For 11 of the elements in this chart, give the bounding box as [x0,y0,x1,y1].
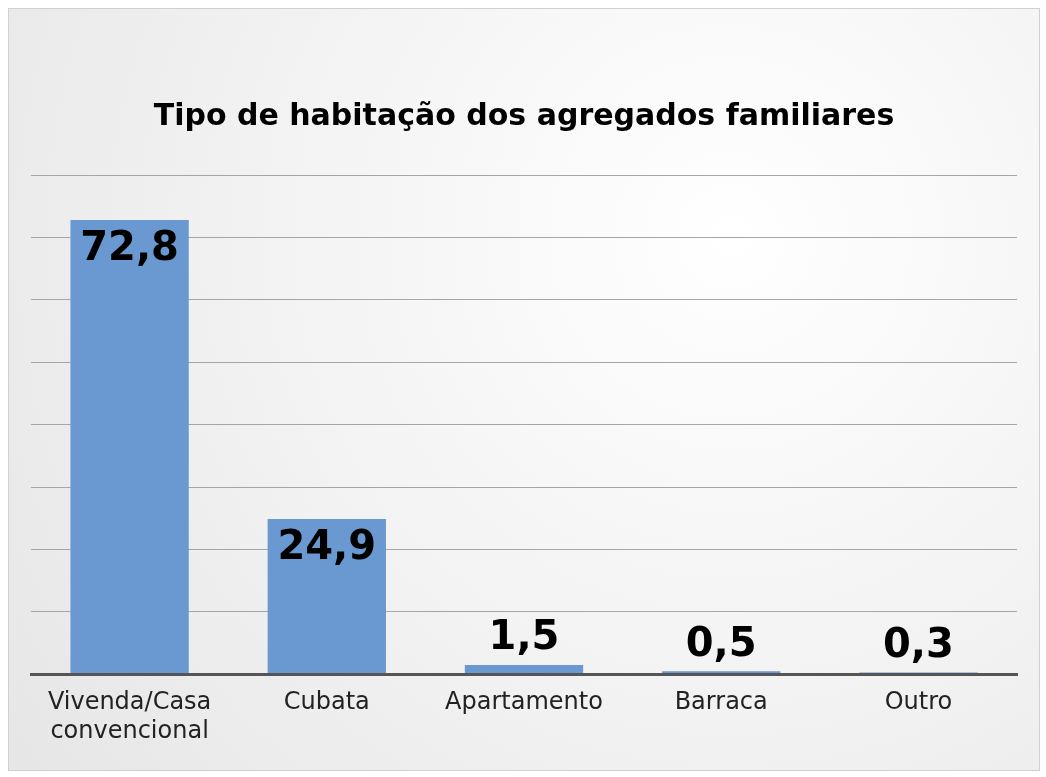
x-tick-label: Barraca [674,687,768,716]
data-label: 0,3 [882,619,954,666]
x-tick-label: Vivenda/Casa convencional [47,687,212,744]
data-label: 0,5 [685,618,757,665]
data-label: 72,8 [80,223,179,270]
x-tick-label: Cubata [283,687,370,716]
x-tick-label: Apartamento [445,687,603,716]
data-label: 24,9 [277,522,377,569]
x-tick-label: Outro [884,687,953,716]
data-label: 1,5 [488,612,560,659]
chart-title: Tipo de habitação dos agregados familiares [153,96,895,132]
